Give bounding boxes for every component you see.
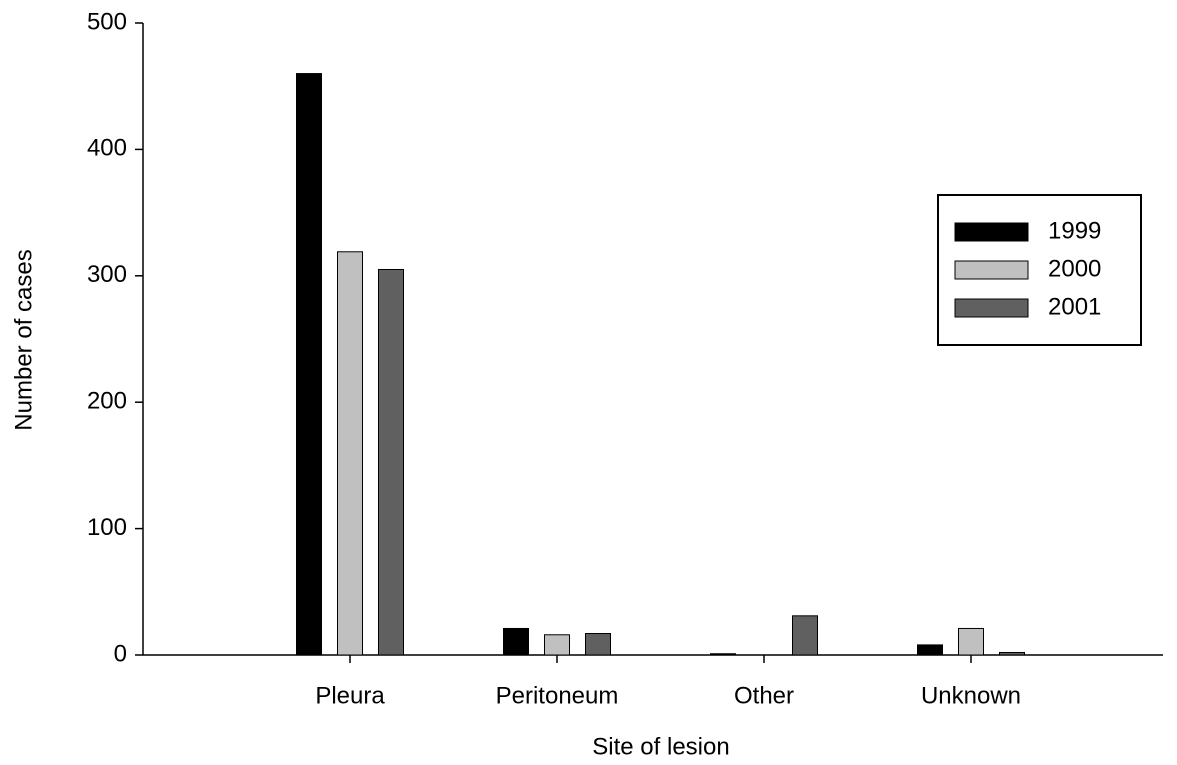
- legend-label: 2000: [1048, 255, 1101, 282]
- legend-swatch: [954, 260, 1029, 280]
- bar: [544, 634, 570, 656]
- y-tick-label: 500: [87, 8, 127, 35]
- bar: [503, 627, 529, 656]
- y-tick-label: 300: [87, 261, 127, 288]
- y-tick-label: 100: [87, 514, 127, 541]
- legend-label: 1999: [1048, 217, 1101, 244]
- y-tick-label: 0: [114, 640, 127, 667]
- bar: [337, 251, 363, 656]
- x-tick-label: Unknown: [921, 682, 1021, 709]
- bar: [792, 615, 818, 656]
- x-tick-label: Other: [734, 682, 794, 709]
- legend-swatch: [954, 222, 1029, 242]
- x-tick-label: Peritoneum: [496, 682, 619, 709]
- bar: [710, 653, 736, 656]
- x-tick-label: Pleura: [315, 682, 385, 709]
- bar: [917, 644, 943, 656]
- x-axis-label: Site of lesion: [592, 733, 729, 760]
- bar: [999, 651, 1025, 656]
- legend-swatch: [954, 298, 1029, 318]
- bar: [958, 627, 984, 656]
- bar: [296, 73, 322, 656]
- y-tick-label: 400: [87, 135, 127, 162]
- y-tick-label: 200: [87, 388, 127, 415]
- bar: [585, 633, 611, 656]
- bar: [378, 268, 404, 656]
- y-axis-label: Number of cases: [10, 249, 37, 430]
- legend-label: 2001: [1048, 293, 1101, 320]
